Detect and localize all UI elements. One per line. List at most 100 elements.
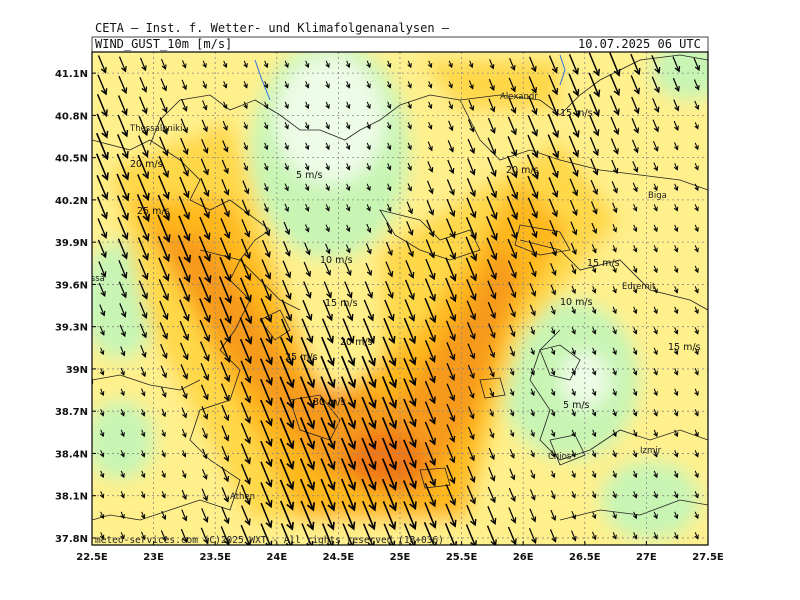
wind-arrow bbox=[528, 95, 538, 116]
wind-arrow bbox=[571, 450, 576, 458]
wind-arrow bbox=[424, 502, 437, 529]
wind-arrow bbox=[507, 116, 517, 136]
wind-arrow bbox=[548, 177, 559, 198]
wind-arrow bbox=[161, 491, 166, 499]
lon-tick-label: 23E bbox=[143, 552, 164, 563]
wind-arrow bbox=[320, 437, 336, 471]
wind-arrow bbox=[366, 183, 371, 192]
wind-arrow bbox=[653, 162, 659, 172]
wind-arrow bbox=[263, 101, 269, 110]
wind-arrow bbox=[138, 135, 149, 158]
wind-arrow bbox=[427, 81, 433, 89]
wind-arrow bbox=[303, 281, 312, 299]
wind-arrow bbox=[325, 60, 330, 69]
wind-arrow bbox=[486, 525, 497, 545]
wind-arrow bbox=[320, 376, 336, 410]
contour-label: 25 m/s bbox=[137, 206, 170, 217]
wind-arrow bbox=[345, 183, 351, 192]
wind-arrow bbox=[240, 238, 251, 260]
wind-arrow bbox=[158, 156, 170, 179]
wind-arrow bbox=[403, 459, 417, 490]
wind-arrow bbox=[222, 81, 228, 89]
wind-arrow bbox=[446, 424, 456, 443]
wind-arrow bbox=[119, 303, 127, 318]
wind-arrow bbox=[140, 531, 146, 541]
wind-arrow bbox=[631, 139, 639, 154]
wind-arrow bbox=[653, 532, 658, 540]
wind-arrow bbox=[632, 511, 638, 520]
wind-arrow bbox=[588, 94, 600, 118]
wind-arrow bbox=[116, 195, 129, 221]
wind-arrow bbox=[200, 158, 209, 176]
wind-arrow bbox=[140, 491, 146, 499]
wind-arrow bbox=[694, 470, 699, 479]
wind-arrow bbox=[299, 376, 316, 410]
wind-arrow bbox=[426, 200, 435, 216]
contour-label: 5 m/s bbox=[296, 170, 323, 181]
wind-arrow bbox=[407, 122, 412, 130]
wind-arrow bbox=[653, 470, 658, 479]
wind-arrow bbox=[160, 97, 168, 114]
wind-arrow bbox=[445, 320, 456, 342]
wind-arrow bbox=[301, 318, 314, 344]
wind-arrow bbox=[694, 224, 699, 233]
wind-arrow bbox=[220, 198, 230, 218]
wind-arrow bbox=[694, 388, 699, 397]
wind-arrow bbox=[262, 220, 271, 237]
wind-arrow bbox=[260, 399, 273, 427]
contour-label: 10 m/s bbox=[560, 297, 593, 308]
place-izmir: Izmir bbox=[640, 446, 662, 456]
wind-arrow bbox=[467, 465, 476, 484]
wind-arrow bbox=[99, 450, 105, 458]
wind-arrow bbox=[362, 500, 376, 531]
wind-arrow bbox=[571, 327, 576, 335]
wind-arrow bbox=[488, 344, 496, 359]
wind-arrow bbox=[161, 510, 167, 521]
wind-arrow bbox=[117, 114, 129, 138]
wind-arrow bbox=[591, 347, 597, 356]
wind-arrow bbox=[299, 355, 316, 389]
wind-arrow bbox=[365, 262, 373, 277]
wind-arrow bbox=[549, 220, 558, 237]
wind-arrow bbox=[612, 409, 617, 417]
wind-arrow bbox=[96, 113, 109, 139]
wind-arrow bbox=[99, 532, 105, 540]
wind-arrow bbox=[652, 119, 659, 133]
wind-arrow bbox=[548, 94, 559, 117]
place-lamia: Lamia bbox=[68, 377, 94, 387]
wind-arrow bbox=[529, 508, 537, 523]
wind-arrow bbox=[222, 120, 228, 131]
wind-arrow bbox=[200, 527, 209, 545]
wind-arrow bbox=[590, 179, 599, 196]
wind-arrow bbox=[407, 60, 412, 69]
wind-arrow bbox=[529, 261, 537, 278]
lat-tick-label: 39.3N bbox=[55, 323, 88, 334]
wind-arrow bbox=[612, 224, 618, 233]
wind-arrow bbox=[548, 198, 558, 218]
wind-arrow bbox=[160, 386, 167, 398]
wind-arrow bbox=[137, 154, 150, 180]
wind-arrow bbox=[366, 81, 371, 89]
wind-arrow bbox=[279, 458, 295, 491]
contour-label: 20 m/s bbox=[506, 165, 539, 176]
wind-arrow bbox=[547, 113, 560, 139]
wind-arrow bbox=[487, 506, 497, 525]
wind-arrow bbox=[591, 327, 597, 335]
wind-arrow bbox=[610, 138, 619, 155]
wind-arrow bbox=[672, 77, 680, 93]
wind-arrow bbox=[488, 467, 496, 482]
wind-arrow bbox=[320, 478, 336, 512]
wind-arrow bbox=[279, 479, 295, 511]
wind-arrow bbox=[653, 327, 658, 335]
wind-arrow bbox=[284, 142, 289, 151]
wind-arrow bbox=[299, 417, 316, 451]
wind-arrow bbox=[571, 510, 577, 520]
wind-arrow bbox=[386, 142, 392, 151]
wind-arrow bbox=[161, 470, 166, 479]
lat-tick-label: 40.8N bbox=[55, 111, 88, 122]
wind-arrow bbox=[488, 323, 496, 339]
wind-arrow bbox=[382, 500, 397, 531]
wind-arrow bbox=[263, 183, 269, 192]
wind-arrow bbox=[260, 298, 273, 323]
wind-arrow bbox=[345, 122, 351, 130]
